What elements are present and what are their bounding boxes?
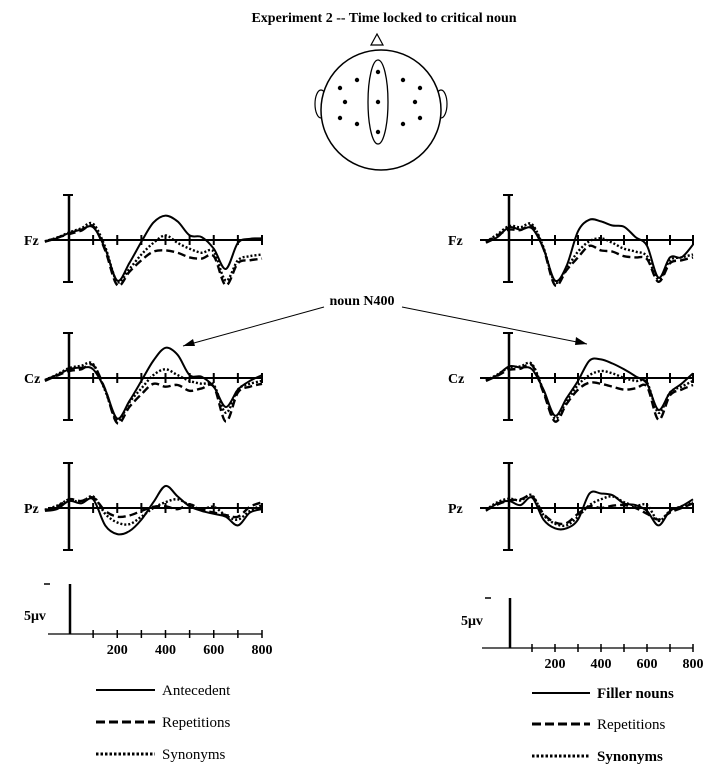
channel-fz: Fz xyxy=(24,194,263,288)
channel-label: Pz xyxy=(24,502,39,517)
channel-label: Cz xyxy=(24,372,40,387)
electrode-dot xyxy=(375,99,381,105)
legend-left: Antecedent Repetitions Synonyms xyxy=(96,683,231,763)
waveform-synonyms xyxy=(485,361,694,420)
nose-icon xyxy=(369,32,385,46)
electrode-dot xyxy=(375,129,381,135)
time-tick-label: 800 xyxy=(252,643,273,658)
midline-electrodes-highlight xyxy=(367,59,389,145)
waveform-panels: Fz Cz Pz Fz Cz Pz xyxy=(24,194,694,551)
waveform-synonyms xyxy=(485,493,694,528)
time-tick-label: 600 xyxy=(637,657,658,672)
legend-entry-label: Repetitions xyxy=(597,717,665,733)
waveform-synonyms xyxy=(44,361,263,422)
waveform-antecedent xyxy=(44,346,263,420)
panel-left: Fz Cz Pz xyxy=(24,194,263,551)
electrode-dot xyxy=(354,121,360,127)
electrode-dots xyxy=(337,69,423,135)
legend-entry-label: Synonyms xyxy=(162,747,226,763)
electrode-dot xyxy=(400,77,406,83)
channel-pz: Pz xyxy=(24,462,263,551)
time-tick-label: 200 xyxy=(545,657,566,672)
channel-label: Fz xyxy=(448,234,463,249)
waveform-antecedent xyxy=(44,214,263,282)
channel-label: Pz xyxy=(448,502,463,517)
time-tick-label: 600 xyxy=(203,643,224,658)
time-tick-label: 400 xyxy=(155,643,176,658)
time-tick-label: 800 xyxy=(683,657,704,672)
channel-label: Fz xyxy=(24,234,39,249)
channel-cz: Cz xyxy=(24,332,263,425)
electrode-dot xyxy=(417,115,423,121)
left-scale-label: 5μv xyxy=(24,609,46,624)
electrode-dot xyxy=(400,121,406,127)
time-tick-label: 200 xyxy=(107,643,128,658)
waveform-synonyms xyxy=(44,494,263,526)
waveform-synonyms xyxy=(485,222,694,285)
channel-pz: Pz xyxy=(448,462,694,551)
legend-entry-label: Antecedent xyxy=(162,683,231,699)
n400-annotation-label: noun N400 xyxy=(330,294,395,309)
channel-label: Cz xyxy=(448,372,464,387)
waveform-antecedent xyxy=(44,484,263,536)
channel-cz: Cz xyxy=(448,332,694,423)
electrode-dot xyxy=(375,69,381,75)
time-tick-label: 400 xyxy=(591,657,612,672)
waveform-synonyms xyxy=(44,221,263,284)
left-calibration: 5μv 200 400 600 800 xyxy=(24,583,273,658)
legend-entry-label: Synonyms xyxy=(597,749,663,765)
waveform-filler-nouns xyxy=(485,218,694,283)
legend-entry-label: Filler nouns xyxy=(597,686,674,702)
waveform-repetitions xyxy=(44,224,263,288)
right-time-axis: 200 400 600 800 xyxy=(482,644,704,672)
right-scale-label: 5μv xyxy=(461,614,483,629)
n400-arrowhead-right xyxy=(575,337,587,345)
n400-arrow-left xyxy=(182,306,325,347)
electrode-dot xyxy=(337,85,343,91)
waveform-filler-nouns xyxy=(485,490,694,531)
waveform-repetitions xyxy=(485,362,694,423)
figure-title: Experiment 2 -- Time locked to critical … xyxy=(251,11,516,26)
head-outline xyxy=(320,49,442,171)
electrode-dot xyxy=(354,77,360,83)
electrode-dot xyxy=(342,99,348,105)
legend-entry-label: Repetitions xyxy=(162,715,230,731)
electrode-montage xyxy=(314,32,448,171)
left-time-axis: 200 400 600 800 xyxy=(48,630,273,658)
panel-right: Fz Cz Pz xyxy=(448,194,694,551)
electrode-dot xyxy=(337,115,343,121)
waveform-repetitions xyxy=(485,224,694,287)
electrode-dot xyxy=(412,99,418,105)
n400-arrowhead-left xyxy=(183,339,195,346)
electrode-dot xyxy=(417,85,423,91)
waveform-repetitions xyxy=(44,363,263,425)
channel-fz: Fz xyxy=(448,194,694,287)
right-calibration: 5μv 200 400 600 800 xyxy=(461,597,704,672)
waveform-filler-nouns xyxy=(485,357,694,417)
n400-arrow-right xyxy=(401,306,588,345)
legend-right: Filler nouns Repetitions Synonyms xyxy=(532,686,674,765)
